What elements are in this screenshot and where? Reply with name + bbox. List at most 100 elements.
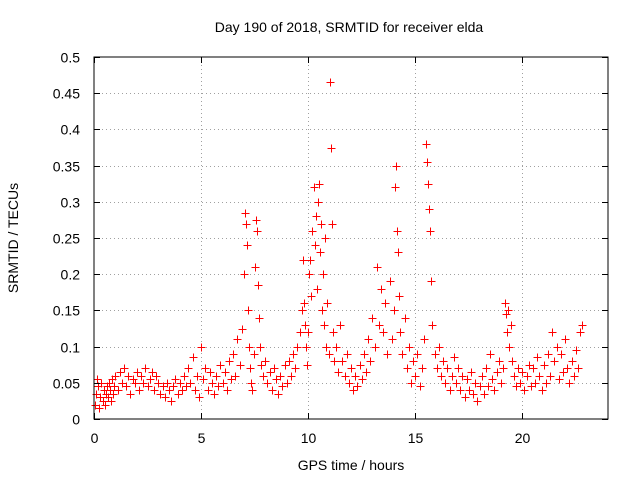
data-point — [328, 220, 337, 229]
data-point — [394, 248, 403, 257]
data-point — [353, 382, 362, 391]
data-point — [570, 372, 579, 381]
data-point — [520, 386, 529, 395]
data-point — [263, 379, 272, 388]
data-point — [490, 386, 499, 395]
data-point — [480, 390, 489, 399]
data-point — [238, 325, 247, 334]
data-point — [325, 350, 334, 359]
data-point — [501, 299, 510, 308]
data-point — [278, 382, 287, 391]
data-point — [252, 216, 261, 225]
data-point — [379, 328, 388, 337]
y-tick-label: 0.1 — [61, 340, 81, 356]
data-point — [308, 227, 317, 236]
data-point — [493, 368, 502, 377]
data-point — [443, 364, 452, 373]
data-point — [425, 205, 434, 214]
y-tick-label: 0.05 — [53, 376, 80, 392]
data-point — [161, 393, 170, 402]
data-point — [416, 382, 425, 391]
data-point — [144, 382, 153, 391]
data-point — [454, 364, 463, 373]
data-point — [351, 372, 360, 381]
data-point — [131, 379, 140, 388]
data-point — [565, 379, 574, 388]
data-point — [533, 353, 542, 362]
data-point — [557, 350, 566, 359]
data-point — [514, 364, 523, 373]
data-point — [95, 404, 104, 413]
data-point — [441, 379, 450, 388]
data-point — [311, 241, 320, 250]
data-point — [201, 364, 210, 373]
data-point — [231, 372, 240, 381]
data-point — [371, 343, 380, 352]
data-point — [469, 390, 478, 399]
data-point — [529, 364, 538, 373]
data-point — [299, 256, 308, 265]
data-point — [322, 343, 331, 352]
data-point — [240, 270, 249, 279]
data-point — [314, 198, 323, 207]
data-point — [156, 390, 165, 399]
data-point — [375, 321, 384, 330]
data-point — [133, 368, 142, 377]
y-tick-label: 0 — [72, 412, 80, 428]
data-point — [574, 364, 583, 373]
data-point — [101, 401, 110, 410]
data-point — [433, 364, 442, 373]
y-axis-label: SRMTID / TECUs — [5, 183, 21, 293]
data-point — [373, 263, 382, 272]
data-point — [422, 140, 431, 149]
data-point — [167, 397, 176, 406]
data-point — [550, 357, 559, 366]
data-point — [206, 368, 215, 377]
data-point — [150, 386, 159, 395]
data-point — [189, 353, 198, 362]
data-point — [437, 372, 446, 381]
data-point — [334, 368, 343, 377]
data-point — [152, 372, 161, 381]
data-point — [266, 368, 275, 377]
data-point — [535, 372, 544, 381]
data-point — [360, 350, 369, 359]
data-point — [523, 372, 532, 381]
y-tick-label: 0.35 — [53, 159, 80, 175]
data-point — [259, 372, 268, 381]
data-point — [176, 379, 185, 388]
data-point — [330, 357, 339, 366]
data-point — [358, 375, 367, 384]
data-point — [320, 321, 329, 330]
data-point — [473, 397, 482, 406]
data-point — [439, 357, 448, 366]
data-point — [221, 368, 230, 377]
data-point — [392, 162, 401, 171]
data-point — [563, 364, 572, 373]
data-point — [461, 393, 470, 402]
data-point — [341, 372, 350, 381]
y-tick-label: 0.3 — [61, 195, 81, 211]
data-point — [318, 306, 327, 315]
data-point — [456, 386, 465, 395]
y-tick-label: 0.25 — [53, 231, 80, 247]
data-point — [319, 270, 328, 279]
data-point — [141, 364, 150, 373]
data-point — [484, 382, 493, 391]
grid — [94, 57, 608, 419]
y-tick-label: 0.45 — [53, 86, 80, 102]
data-point — [364, 335, 373, 344]
data-point — [178, 386, 187, 395]
data-point — [139, 379, 148, 388]
y-tick-label: 0.2 — [61, 267, 81, 283]
data-point — [122, 382, 131, 391]
data-point — [256, 343, 265, 352]
data-point — [247, 379, 256, 388]
data-point — [246, 364, 255, 373]
data-point — [241, 209, 250, 218]
y-tick-label: 0.4 — [61, 122, 81, 138]
data-point — [257, 361, 266, 370]
data-point — [388, 335, 397, 344]
data-point — [250, 350, 259, 359]
data-point — [336, 321, 345, 330]
